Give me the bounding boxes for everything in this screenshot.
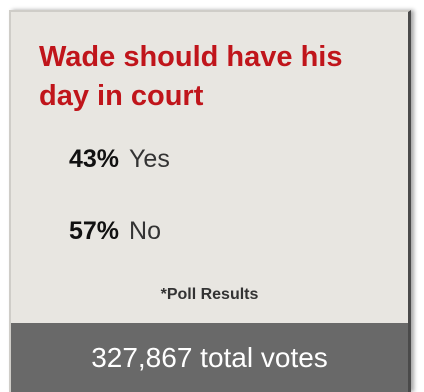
option-percent: 57%	[69, 216, 120, 245]
option-percent: 43%	[69, 144, 120, 173]
total-votes-bar: 327,867 total votes	[11, 323, 408, 392]
poll-results-note: *Poll Results	[160, 286, 259, 303]
poll-card: Wade should have his day in court 43% Ye…	[9, 10, 411, 392]
option-label: Yes	[129, 144, 170, 173]
option-label: No	[129, 216, 162, 245]
poll-title: Wade should have his day in court	[39, 41, 343, 112]
total-votes-text: 327,867 total votes	[91, 341, 328, 373]
poll-option-no: 57% No	[69, 214, 161, 248]
poll-option-yes: 43% Yes	[69, 142, 170, 176]
